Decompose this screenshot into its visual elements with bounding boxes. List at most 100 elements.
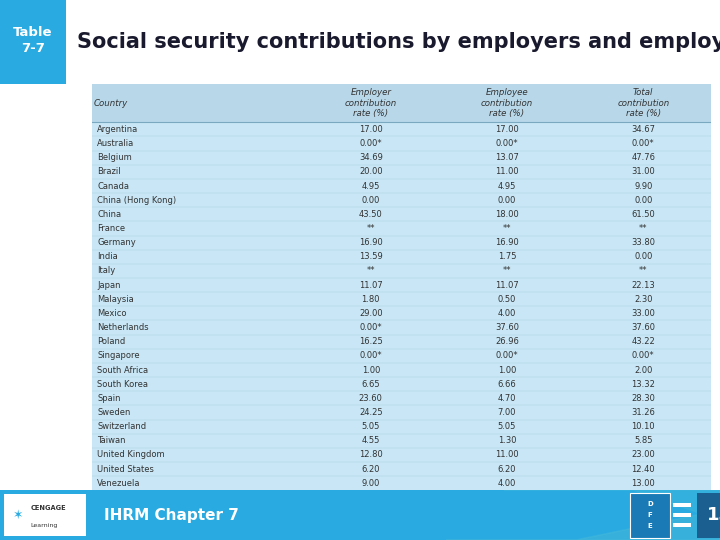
Text: 0.50: 0.50	[498, 295, 516, 303]
Text: 16.90: 16.90	[359, 238, 382, 247]
Text: D: D	[647, 501, 652, 507]
Text: **: **	[639, 266, 647, 275]
Text: 13.32: 13.32	[631, 380, 655, 389]
Text: 13.00: 13.00	[631, 479, 655, 488]
FancyBboxPatch shape	[673, 503, 691, 507]
Text: United States: United States	[97, 464, 154, 474]
FancyBboxPatch shape	[630, 493, 670, 537]
Text: 0.00*: 0.00*	[359, 323, 382, 332]
Text: 33.00: 33.00	[631, 309, 655, 318]
Text: 11.07: 11.07	[359, 281, 382, 289]
Text: 0.00*: 0.00*	[359, 352, 382, 360]
FancyBboxPatch shape	[673, 513, 691, 517]
FancyBboxPatch shape	[697, 493, 720, 537]
Text: 9.90: 9.90	[634, 181, 652, 191]
Text: 16.25: 16.25	[359, 337, 382, 346]
Text: 4.70: 4.70	[498, 394, 516, 403]
Text: 6.20: 6.20	[498, 464, 516, 474]
Text: Switzerland: Switzerland	[97, 422, 146, 431]
Text: Venezuela: Venezuela	[97, 479, 140, 488]
Text: Sweden: Sweden	[97, 408, 130, 417]
Text: 13.59: 13.59	[359, 252, 382, 261]
Text: 24.25: 24.25	[359, 408, 382, 417]
Text: 4.00: 4.00	[498, 479, 516, 488]
Text: 47.76: 47.76	[631, 153, 655, 162]
Text: 34.69: 34.69	[359, 153, 383, 162]
Text: 37.60: 37.60	[495, 323, 519, 332]
Text: 5.85: 5.85	[634, 436, 652, 446]
Text: **: **	[366, 266, 375, 275]
Text: 9.00: 9.00	[361, 479, 380, 488]
Text: 23.60: 23.60	[359, 394, 383, 403]
Text: 17.00: 17.00	[359, 125, 382, 134]
Text: 0.00: 0.00	[634, 195, 652, 205]
Text: 0.00: 0.00	[634, 252, 652, 261]
Text: Brazil: Brazil	[97, 167, 121, 177]
Text: South Korea: South Korea	[97, 380, 148, 389]
Text: 12.40: 12.40	[631, 464, 655, 474]
Text: France: France	[97, 224, 125, 233]
Text: Japan: Japan	[97, 281, 121, 289]
Text: 4.55: 4.55	[361, 436, 380, 446]
Text: 12.80: 12.80	[359, 450, 382, 460]
Text: 28.30: 28.30	[631, 394, 655, 403]
Text: 11.00: 11.00	[495, 167, 519, 177]
Text: 18.00: 18.00	[495, 210, 519, 219]
Text: 16.90: 16.90	[495, 238, 519, 247]
Text: Germany: Germany	[97, 238, 136, 247]
FancyBboxPatch shape	[0, 490, 720, 540]
Text: 1.00: 1.00	[361, 366, 380, 375]
Text: Argentina: Argentina	[97, 125, 138, 134]
Text: 10.10: 10.10	[631, 422, 655, 431]
Text: 1.30: 1.30	[498, 436, 516, 446]
Polygon shape	[504, 490, 720, 520]
Text: 7.00: 7.00	[498, 408, 516, 417]
Text: Spain: Spain	[97, 394, 121, 403]
Text: China: China	[97, 210, 121, 219]
Text: 6.65: 6.65	[361, 380, 380, 389]
Text: IHRM Chapter 7: IHRM Chapter 7	[104, 508, 239, 523]
Text: Learning: Learning	[30, 523, 58, 528]
Text: 1.00: 1.00	[498, 366, 516, 375]
Text: Singapore: Singapore	[97, 352, 140, 360]
Text: Country: Country	[94, 98, 128, 107]
Text: 13: 13	[707, 506, 720, 524]
Text: Netherlands: Netherlands	[97, 323, 149, 332]
FancyBboxPatch shape	[92, 84, 711, 123]
Text: 4.95: 4.95	[498, 181, 516, 191]
Text: 1.80: 1.80	[361, 295, 380, 303]
Text: 23.00: 23.00	[631, 450, 655, 460]
Text: **: **	[503, 266, 511, 275]
Text: **: **	[366, 224, 375, 233]
Text: 0.00*: 0.00*	[495, 352, 518, 360]
Text: 61.50: 61.50	[631, 210, 655, 219]
Text: 37.60: 37.60	[631, 323, 655, 332]
FancyBboxPatch shape	[92, 84, 711, 490]
Text: Social security contributions by employers and employees: Social security contributions by employe…	[77, 32, 720, 52]
Text: 29.00: 29.00	[359, 309, 382, 318]
Text: 11.00: 11.00	[495, 450, 519, 460]
Text: United Kingdom: United Kingdom	[97, 450, 165, 460]
Text: CENGAGE: CENGAGE	[30, 505, 66, 511]
Text: 1.75: 1.75	[498, 252, 516, 261]
Text: 4.95: 4.95	[361, 181, 380, 191]
Text: South Africa: South Africa	[97, 366, 148, 375]
Text: **: **	[639, 224, 647, 233]
Text: F: F	[647, 512, 652, 518]
Text: Employee
contribution
rate (%): Employee contribution rate (%)	[481, 88, 533, 118]
Text: 0.00*: 0.00*	[495, 139, 518, 148]
Text: Employer
contribution
rate (%): Employer contribution rate (%)	[345, 88, 397, 118]
Text: 31.26: 31.26	[631, 408, 655, 417]
Text: 5.05: 5.05	[498, 422, 516, 431]
Text: 0.00*: 0.00*	[359, 139, 382, 148]
Text: 43.50: 43.50	[359, 210, 382, 219]
FancyBboxPatch shape	[673, 523, 691, 527]
Text: Table
7-7: Table 7-7	[14, 26, 53, 55]
Text: 13.07: 13.07	[495, 153, 519, 162]
Text: 33.80: 33.80	[631, 238, 655, 247]
Text: 6.66: 6.66	[498, 380, 516, 389]
Text: India: India	[97, 252, 118, 261]
Text: 0.00*: 0.00*	[632, 139, 654, 148]
Text: Belgium: Belgium	[97, 153, 132, 162]
Text: Malaysia: Malaysia	[97, 295, 134, 303]
